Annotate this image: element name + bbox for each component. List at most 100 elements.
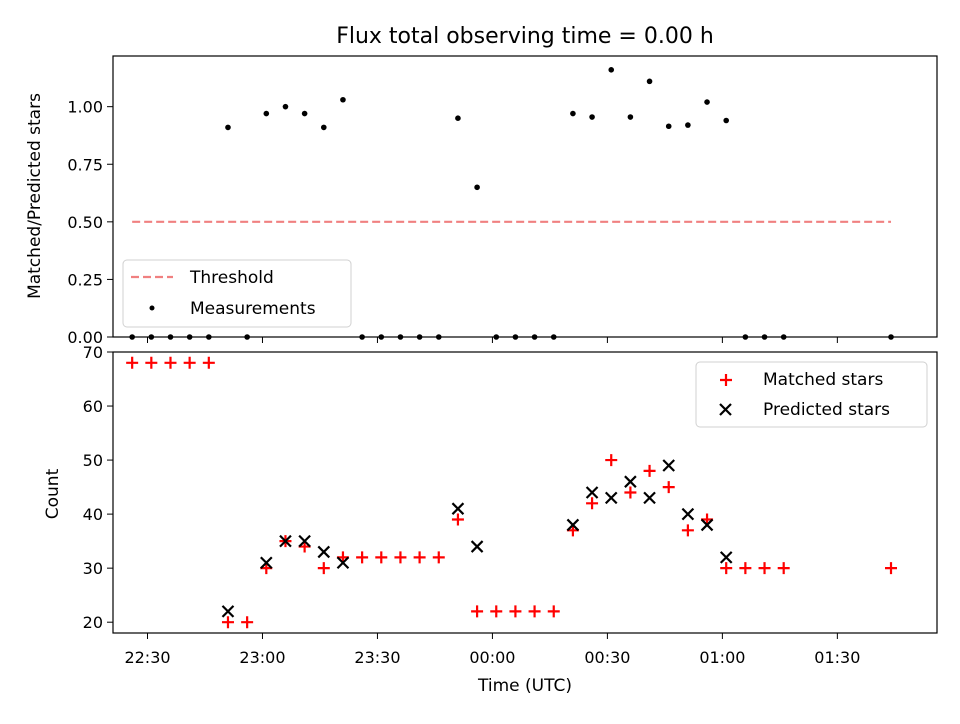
top-legend: Threshold Measurements: [122, 259, 352, 328]
matched-star-point: [739, 562, 752, 575]
bottom-y-tick-label: 30: [83, 559, 103, 578]
measurement-point: [570, 110, 576, 117]
matched-star-point: [662, 481, 675, 494]
x-tick-label: 00:00: [469, 648, 515, 667]
predicted-star-point: [700, 518, 714, 532]
predicted-stars-legend-marker: [719, 403, 732, 416]
x-axis-label: Time (UTC): [477, 676, 572, 696]
predicted-star-point: [604, 491, 618, 505]
matched-star-point: [490, 605, 503, 618]
top-axis-ticks: 0.00 0.25 0.50 0.75 1.00: [67, 98, 838, 347]
measurement-point: [301, 110, 308, 117]
bottom-y-axis-label: Count: [43, 468, 63, 519]
matched-stars-legend-label: Matched stars: [763, 370, 883, 390]
measurements-legend-marker: [149, 305, 155, 311]
measurement-point: [646, 78, 653, 85]
top-plot-marks: [129, 67, 894, 340]
matched-star-point: [317, 562, 330, 575]
chart-title: Flux total observing time = 0.00 h: [336, 24, 714, 49]
bottom-y-tick-label: 70: [83, 343, 103, 362]
predicted-star-point: [298, 534, 311, 548]
predicted-star-point: [260, 556, 273, 570]
measurement-point: [263, 110, 270, 117]
matched-star-point: [451, 513, 464, 526]
matched-star-point: [394, 551, 407, 564]
predicted-star-point: [336, 556, 350, 570]
matched-star-point: [547, 605, 560, 618]
bottom-y-tick-label: 40: [83, 505, 103, 524]
predicted-star-point: [221, 605, 235, 618]
matched-star-point: [624, 486, 637, 499]
x-tick-label: 01:30: [814, 648, 860, 667]
matched-star-point: [126, 356, 139, 369]
matched-star-point: [432, 551, 445, 564]
bottom-y-tick-label: 60: [83, 397, 103, 416]
matched-star-point: [413, 551, 426, 564]
top-y-tick-label: 1.00: [67, 98, 103, 117]
predicted-star-point: [279, 534, 292, 548]
measurement-point: [225, 124, 231, 131]
top-legend-box: [122, 259, 352, 328]
matched-star-point: [720, 562, 733, 575]
predicted-star-point: [585, 486, 599, 499]
matched-star-point: [605, 454, 618, 467]
matched-star-point: [777, 562, 790, 575]
matched-star-point: [164, 356, 177, 369]
x-tick-label: 01:00: [699, 648, 745, 667]
matched-star-point: [221, 616, 234, 629]
bottom-plot-frame: [112, 351, 938, 634]
bottom-axis-ticks: 20 30 40 50 60 70 22:30 23:00 23:30 00:00 00:30 01:…: [83, 343, 861, 667]
measurement-point: [704, 99, 710, 105]
matched-star-point: [586, 497, 599, 510]
predicted-star-point: [451, 502, 465, 515]
matched-star-point: [356, 551, 369, 564]
measurements-legend-label: Measurements: [190, 299, 316, 319]
threshold-legend-label: Threshold: [189, 268, 274, 288]
matched-star-point: [145, 356, 158, 369]
predicted-star-point: [470, 540, 484, 553]
measurement-point: [320, 124, 327, 131]
bottom-plot-marks: [126, 356, 898, 629]
predicted-star-point: [643, 491, 656, 505]
top-y-tick-label: 0.00: [67, 328, 103, 347]
matched-star-point: [471, 605, 484, 618]
matched-stars-legend-marker: [720, 374, 732, 386]
matched-star-point: [643, 464, 656, 477]
measurement-point: [723, 117, 730, 124]
predicted-star-point: [662, 459, 675, 472]
measurement-point: [589, 114, 595, 120]
predicted-star-point: [624, 475, 637, 488]
x-tick-label: 23:00: [239, 648, 285, 667]
matched-star-point: [528, 605, 541, 618]
bottom-y-tick-label: 20: [83, 613, 103, 632]
measurement-point: [627, 114, 634, 120]
top-y-tick-label: 0.50: [67, 213, 103, 232]
predicted-stars-legend-label: Predicted stars: [763, 400, 890, 420]
measurement-point: [282, 103, 289, 110]
matched-star-point: [758, 562, 771, 575]
bottom-legend: Matched stars Predicted stars: [695, 361, 928, 428]
x-tick-label: 23:30: [354, 648, 400, 667]
predicted-star-point: [719, 551, 733, 564]
predicted-star-point: [317, 545, 331, 559]
matched-star-point: [885, 562, 898, 575]
top-y-tick-label: 0.75: [67, 155, 103, 174]
measurement-point: [474, 184, 480, 191]
predicted-star-point: [681, 507, 695, 521]
top-y-axis-label: Matched/Predicted stars: [25, 93, 45, 299]
matched-star-point: [202, 356, 215, 369]
matched-star-point: [183, 356, 196, 369]
x-tick-label: 00:30: [584, 648, 630, 667]
measurement-point: [455, 115, 461, 121]
matched-star-point: [509, 605, 522, 618]
top-y-tick-label: 0.25: [67, 270, 103, 289]
measurement-point: [608, 67, 615, 73]
x-tick-label: 22:30: [124, 648, 170, 667]
measurement-point: [665, 123, 672, 130]
measurement-point: [340, 96, 346, 103]
predicted-star-point: [566, 518, 580, 532]
top-plot-frame: [112, 55, 938, 338]
